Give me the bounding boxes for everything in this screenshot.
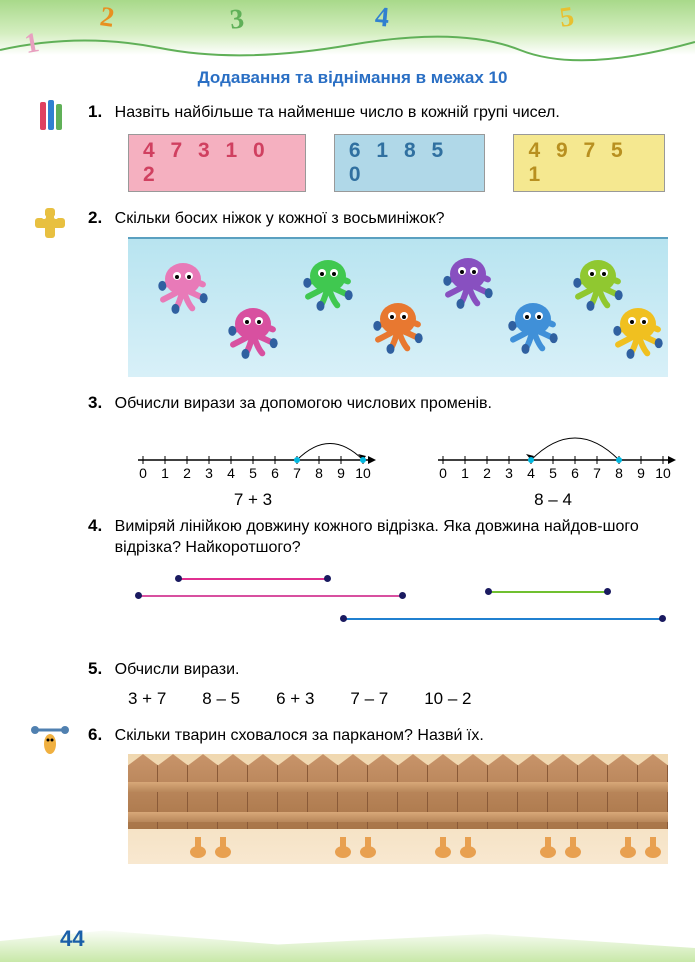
ex4-number: 4. (88, 516, 102, 536)
expression: 8 – 5 (202, 689, 240, 709)
svg-text:8: 8 (315, 465, 323, 481)
animal-feet-icon (328, 832, 388, 862)
exercise-3: 3. Обчисли вирази за допомогою числових … (40, 393, 665, 500)
svg-text:5: 5 (249, 465, 257, 481)
page-title: Додавання та віднімання в межах 10 (40, 68, 665, 88)
ex1-text: Назвіть найбільше та найменше число в ко… (115, 102, 560, 124)
svg-text:2: 2 (183, 465, 191, 481)
svg-text:3: 3 (205, 465, 213, 481)
svg-text:7: 7 (293, 465, 301, 481)
exercise-5: 5. Обчисли вирази. 3 + 7 8 – 5 6 + 3 7 – 7 1… (40, 659, 665, 709)
animal-feet-icon (613, 832, 668, 862)
octopus-icon (293, 251, 363, 316)
svg-text:0: 0 (139, 465, 147, 481)
expression: 7 – 7 (350, 689, 388, 709)
expression: 3 + 7 (128, 689, 166, 709)
ex2-text: Скільки босих ніжок у кожної з восьминіж… (115, 208, 445, 230)
svg-text:0: 0 (439, 465, 447, 481)
octopus-icon (363, 294, 433, 359)
animal-feet-icon (533, 832, 593, 862)
octopus-icon (498, 294, 568, 359)
line-segment (488, 591, 608, 593)
svg-text:4: 4 (527, 465, 535, 481)
ex3-text: Обчисли вирази за допомогою числових про… (115, 393, 492, 415)
ex4-text: Виміряй лінійкою довжину кожного відрізк… (115, 516, 645, 559)
svg-text:8: 8 (615, 465, 623, 481)
line-segment (138, 595, 403, 597)
fence-rail-bottom (128, 812, 668, 822)
number-line: 0123456789107 + 3 (128, 425, 378, 500)
svg-text:4: 4 (227, 465, 235, 481)
octopus-icon (218, 299, 288, 364)
expressions-row: 3 + 7 8 – 5 6 + 3 7 – 7 10 – 2 (128, 689, 665, 709)
ex6-text: Скільки тварин сховалося за парканом? На… (115, 725, 484, 747)
page-number: 44 (60, 926, 84, 952)
fence-scene (128, 754, 668, 864)
number-line-svg: 0123456789 10 (128, 425, 378, 483)
page-content: Додавання та віднімання в межах 10 1. На… (0, 60, 695, 880)
number-lines-row: 0123456789107 + 30123456789108 – 4 (128, 425, 665, 500)
exercise-6: 6. Скільки тварин сховалося за парканом?… (40, 725, 665, 865)
number-line-svg: 0123456789 10 (428, 425, 678, 483)
ex6-number: 6. (88, 725, 102, 745)
ex5-text: Обчисли вирази. (115, 659, 240, 681)
ex5-number: 5. (88, 659, 102, 679)
svg-text:3: 3 (505, 465, 513, 481)
svg-text:9: 9 (337, 465, 345, 481)
weightlifter-icon (30, 720, 70, 760)
number-box: 6 1 8 5 0 (334, 134, 486, 192)
octopus-icon (148, 254, 218, 319)
decorative-digit: 4 (374, 1, 391, 34)
ex1-number: 1. (88, 102, 102, 122)
ex2-number: 2. (88, 208, 102, 228)
number-line-expression: 8 – 4 (428, 490, 678, 510)
animal-feet-icon (183, 832, 243, 862)
svg-text:10: 10 (355, 465, 371, 481)
animal-feet-icon (428, 832, 488, 862)
pencils-icon (30, 97, 70, 137)
number-boxes-row: 4 7 3 1 0 2 6 1 8 5 0 4 9 7 5 1 (128, 134, 665, 192)
line-segment (343, 618, 663, 620)
footer-wave (0, 927, 695, 962)
number-line: 0123456789108 – 4 (428, 425, 678, 500)
svg-text:7: 7 (593, 465, 601, 481)
exercise-4: 4. Виміряй лінійкою довжину кожного відр… (40, 516, 665, 643)
svg-text:5: 5 (549, 465, 557, 481)
svg-text:2: 2 (483, 465, 491, 481)
exercise-1: 1. Назвіть найбільше та найменше число в… (40, 102, 665, 192)
expression: 6 + 3 (276, 689, 314, 709)
number-line-expression: 7 + 3 (128, 490, 378, 510)
expression: 10 – 2 (424, 689, 471, 709)
octopus-icon (603, 299, 668, 364)
svg-text:1: 1 (461, 465, 469, 481)
svg-text:1: 1 (161, 465, 169, 481)
octopus-scene (128, 237, 668, 377)
segments-area (128, 573, 668, 643)
svg-text:6: 6 (571, 465, 579, 481)
fence-rail-top (128, 782, 668, 792)
exercise-2: 2. Скільки босих ніжок у кожної з восьми… (40, 208, 665, 378)
octopus-icon (433, 249, 503, 314)
line-segment (178, 578, 328, 580)
number-box: 4 7 3 1 0 2 (128, 134, 306, 192)
svg-text:6: 6 (271, 465, 279, 481)
plus-character-icon (30, 203, 70, 243)
svg-text:9: 9 (637, 465, 645, 481)
number-box: 4 9 7 5 1 (513, 134, 665, 192)
ex3-number: 3. (88, 393, 102, 413)
svg-text:10: 10 (655, 465, 671, 481)
